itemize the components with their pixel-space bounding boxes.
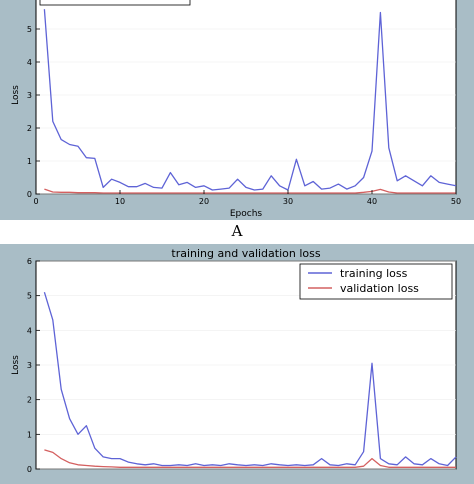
chart-a-legend-label-validation: validation loss: [80, 0, 159, 3]
chart-a-y-tick-label: 3: [27, 91, 32, 100]
chart-a-caption: A: [231, 222, 243, 240]
chart-a-x-tick-label: 10: [115, 197, 125, 206]
chart-b-y-tick-label: 1: [27, 430, 32, 439]
chart-b-legend-label-validation: validation loss: [340, 282, 419, 295]
chart-b-title: training and validation loss: [171, 247, 320, 260]
chart-b: training and validation loss 0 1 2 3 4 5 6 tra…: [11, 247, 457, 474]
chart-a-y-axis-label: Loss: [11, 85, 21, 105]
chart-b-legend: [299, 263, 453, 300]
chart-a-x-axis-label: Epochs: [230, 209, 263, 219]
chart-b-panel: training and validation loss 0 1 2 3 4 5 6 tra…: [0, 244, 474, 484]
chart-a-y-tick-label: 0: [27, 190, 32, 199]
chart-a-x-tick-label: 50: [451, 197, 461, 206]
chart-a-y-tick-label: 1: [27, 157, 32, 166]
chart-b-y-tick-label: 6: [27, 257, 32, 266]
chart-a-series-training-line: [43, 9, 457, 191]
chart-a-series-validation-line: [44, 188, 456, 194]
chart-b-y-tick-label: 0: [27, 465, 32, 474]
chart-b-y-tick-label: 4: [27, 326, 32, 335]
chart-a-y-tick-label: 5: [27, 25, 32, 34]
chart-a-x-tick-label: 40: [367, 197, 377, 206]
chart-a-legend: [39, 0, 191, 6]
chart-b-series-training-line: [43, 292, 457, 467]
chart-b-y-axis-label: Loss: [11, 355, 21, 375]
chart-b-legend-label-training: training loss: [340, 267, 408, 280]
chart-a-y-tick-label: 4: [27, 58, 32, 67]
chart-b-y-tick-label: 3: [27, 361, 32, 370]
chart-b-y-tick-label: 2: [27, 396, 32, 405]
chart-a-y-tick-label: 2: [27, 124, 32, 133]
chart-a-x-tick-label: 0: [33, 197, 38, 206]
chart-b-series-validation-line: [44, 449, 456, 468]
chart-b-y-tick-label: 5: [27, 292, 32, 301]
chart-a-x-tick-label: 20: [199, 197, 209, 206]
chart-a-x-tick-label: 30: [283, 197, 293, 206]
